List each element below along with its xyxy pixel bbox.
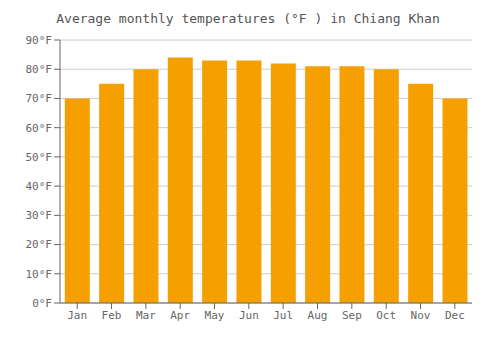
- svg-text:Apr: Apr: [170, 309, 190, 322]
- svg-text:80°F: 80°F: [26, 63, 53, 76]
- html-text:Average monthly temperatures (: Average monthly temperatures (°F ) in Ch…: [56, 11, 440, 26]
- svg-text:Sep: Sep: [342, 309, 362, 322]
- svg-text:60°F: 60°F: [26, 122, 53, 135]
- svg-text:90°F: 90°F: [26, 34, 53, 47]
- svg-text:10°F: 10°F: [26, 268, 53, 281]
- svg-text:Jul: Jul: [273, 309, 293, 322]
- svg-text:40°F: 40°F: [26, 180, 53, 193]
- svg-text:Feb: Feb: [102, 309, 122, 322]
- svg-text:May: May: [205, 309, 225, 322]
- svg-text:30°F: 30°F: [26, 209, 53, 222]
- svg-text:Aug: Aug: [308, 309, 328, 322]
- svg-text:70°F: 70°F: [26, 92, 53, 105]
- svg-text:Mar: Mar: [136, 309, 156, 322]
- svg-text:20°F: 20°F: [26, 238, 53, 251]
- svg-text:Jan: Jan: [67, 309, 87, 322]
- svg-text:Jun: Jun: [239, 309, 259, 322]
- svg-text:Nov: Nov: [411, 309, 431, 322]
- svg-text:Oct: Oct: [376, 309, 396, 322]
- svg-text:Dec: Dec: [445, 309, 465, 322]
- svg-text:0°F: 0°F: [32, 297, 52, 310]
- svg-text:50°F: 50°F: [26, 151, 53, 164]
